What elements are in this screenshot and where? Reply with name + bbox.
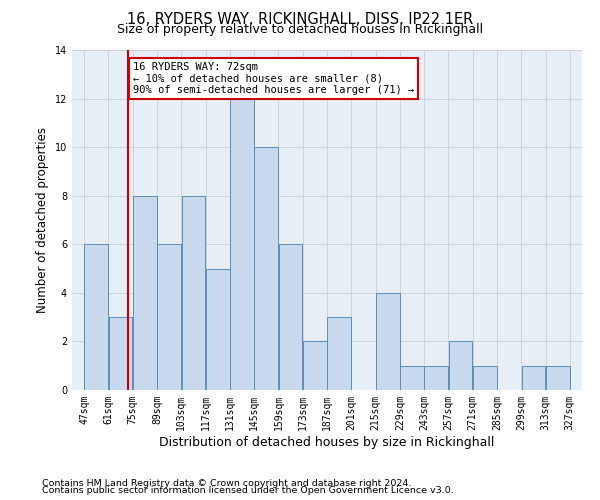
Bar (230, 98, 254, 390)
X-axis label: Distribution of detached houses by size in Rickinghall: Distribution of detached houses by size … (160, 436, 494, 448)
Bar (449, 342, 472, 390)
Text: Contains public sector information licensed under the Open Government Licence v3: Contains public sector information licen… (42, 486, 454, 495)
Bar (303, 342, 327, 390)
Bar (521, 366, 545, 390)
Bar (546, 366, 569, 390)
Text: Contains HM Land Registry data © Crown copyright and database right 2024.: Contains HM Land Registry data © Crown c… (42, 478, 412, 488)
Bar (85, 244, 108, 390)
Y-axis label: Number of detached properties: Number of detached properties (36, 127, 49, 313)
Bar (327, 317, 351, 390)
Bar (278, 244, 302, 390)
Bar (400, 366, 424, 390)
Bar (424, 366, 448, 390)
Bar (157, 244, 181, 390)
Bar (109, 317, 133, 390)
Bar (133, 196, 157, 390)
Bar (182, 196, 205, 390)
Bar (254, 147, 278, 390)
Text: 16 RYDERS WAY: 72sqm
← 10% of detached houses are smaller (8)
90% of semi-detach: 16 RYDERS WAY: 72sqm ← 10% of detached h… (133, 62, 414, 96)
Text: Size of property relative to detached houses in Rickinghall: Size of property relative to detached ho… (117, 22, 483, 36)
Bar (206, 268, 230, 390)
Bar (473, 366, 497, 390)
Bar (376, 293, 400, 390)
Text: 16, RYDERS WAY, RICKINGHALL, DISS, IP22 1ER: 16, RYDERS WAY, RICKINGHALL, DISS, IP22 … (127, 12, 473, 28)
